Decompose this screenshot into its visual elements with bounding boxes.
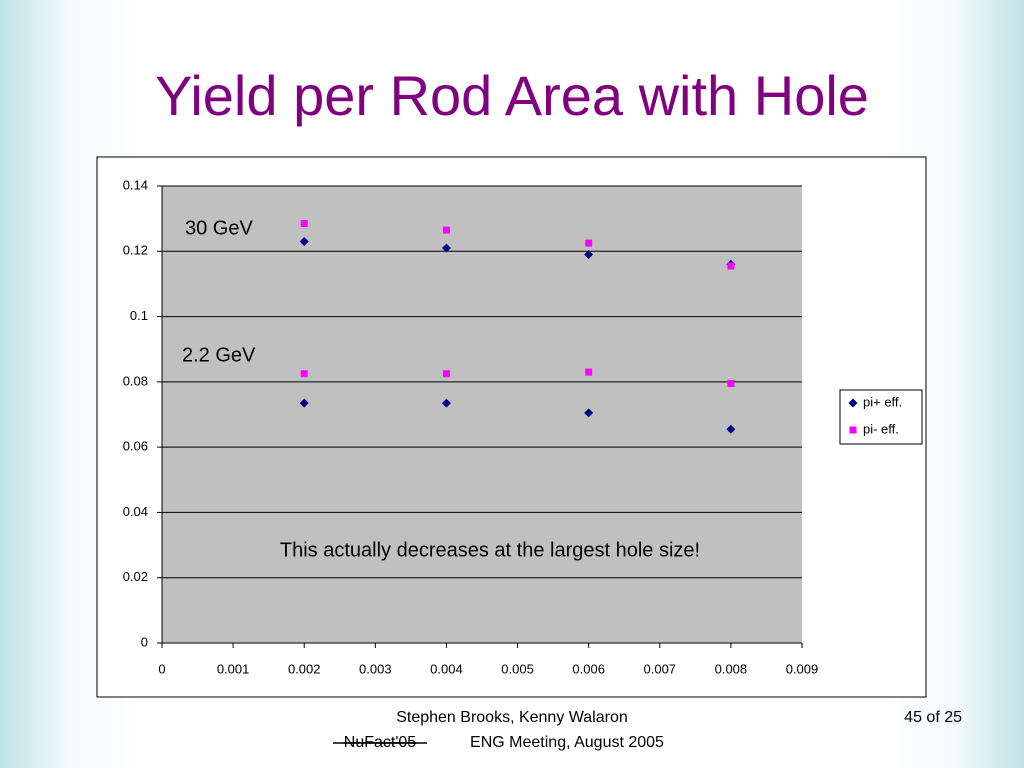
point (585, 239, 593, 247)
y-tick-label: 0.06 (123, 439, 148, 454)
slide-title: Yield per Rod Area with Hole (155, 64, 869, 127)
x-tick-label: 0.001 (217, 661, 250, 676)
x-tick-label: 0.009 (786, 661, 819, 676)
point (442, 226, 450, 234)
point (584, 250, 594, 260)
footer-authors: Stephen Brooks, Kenny Walaron (396, 709, 628, 726)
annotation: This actually decreases at the largest h… (280, 539, 700, 561)
legend-label: pi+ eff. (863, 394, 902, 409)
plot-area (162, 186, 802, 643)
y-tick-label: 0.1 (130, 308, 148, 323)
legend-marker (848, 398, 858, 408)
x-tick-label: 0.002 (288, 661, 321, 676)
x-tick-label: 0.008 (715, 661, 748, 676)
y-tick-label: 0 (141, 634, 148, 649)
point (726, 424, 736, 434)
legend-box (839, 389, 923, 445)
page-number: 45 of 25 (904, 709, 962, 726)
point (442, 370, 450, 378)
annotation: 2.2 GeV (182, 344, 256, 366)
x-tick-label: 0.007 (644, 661, 677, 676)
footer-meeting: ENG Meeting, August 2005 (470, 734, 664, 751)
y-tick-label: 0.12 (123, 243, 148, 258)
y-tick-label: 0.14 (123, 177, 148, 192)
annotation: 30 GeV (185, 217, 253, 239)
y-tick-label: 0.08 (123, 373, 148, 388)
x-tick-label: 0.003 (359, 661, 392, 676)
legend-label: pi- eff. (863, 421, 899, 436)
point (441, 398, 451, 408)
legend-marker (849, 426, 857, 434)
point (299, 236, 309, 246)
point (727, 262, 735, 270)
point (585, 368, 593, 376)
x-tick-label: 0.004 (430, 661, 463, 676)
x-tick-label: 0.006 (572, 661, 605, 676)
x-tick-label: 0.005 (501, 661, 534, 676)
point (299, 398, 309, 408)
point (441, 243, 451, 253)
point (300, 220, 308, 228)
y-tick-label: 0.04 (123, 504, 148, 519)
y-tick-label: 0.02 (123, 569, 148, 584)
point (584, 408, 594, 418)
point (727, 379, 735, 387)
point (300, 370, 308, 378)
x-tick-label: 0 (158, 661, 165, 676)
